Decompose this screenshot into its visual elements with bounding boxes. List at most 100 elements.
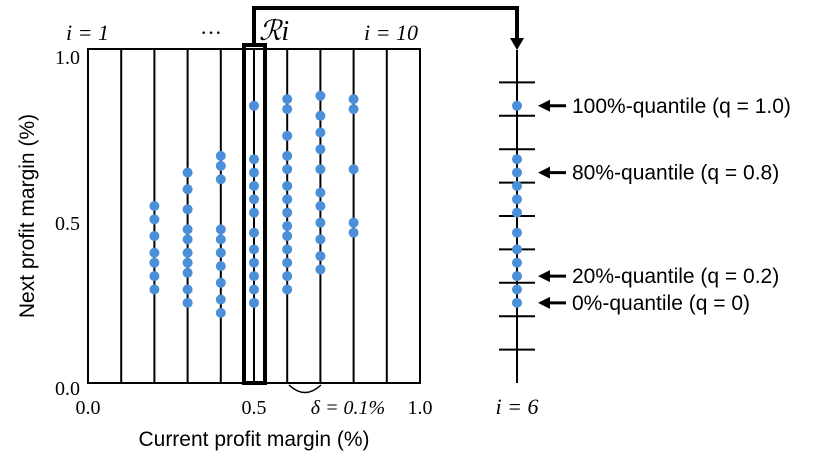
data-point	[348, 164, 359, 175]
data-point	[182, 247, 193, 258]
data-point	[282, 284, 293, 295]
data-point	[315, 217, 326, 228]
data-point	[249, 167, 259, 178]
data-point	[249, 271, 259, 282]
ellipsis-label: ···	[200, 20, 222, 45]
data-point	[348, 217, 359, 228]
x-tick-label: 0.5	[242, 397, 267, 419]
data-point	[215, 160, 226, 171]
data-points	[149, 90, 359, 318]
data-point	[215, 277, 226, 288]
panel-point	[512, 167, 522, 178]
data-point	[149, 271, 160, 282]
panel-point	[512, 207, 522, 218]
data-point	[282, 244, 293, 255]
data-point	[315, 264, 326, 275]
data-point	[215, 294, 226, 305]
bin-width-label: δ = 0.1%	[311, 397, 385, 419]
data-point	[215, 261, 226, 272]
data-point	[315, 187, 326, 198]
bin-width-brace	[288, 384, 322, 394]
data-point	[249, 154, 259, 165]
panel-bin-label: i = 6	[496, 394, 539, 419]
x-axis-title: Current profit margin (%)	[138, 428, 369, 451]
data-point	[315, 251, 326, 262]
data-point	[149, 200, 160, 211]
data-point	[282, 271, 293, 282]
panel-point	[512, 194, 522, 205]
data-point	[182, 234, 193, 245]
data-point	[315, 127, 326, 138]
y-axis-title: Next profit margin (%)	[16, 114, 39, 318]
x-tick-label: 0.0	[76, 397, 101, 419]
y-tick-label: 0.5	[55, 213, 80, 235]
quantile-arrow-head	[538, 99, 550, 112]
data-point	[282, 194, 293, 205]
panel-points	[512, 100, 522, 308]
x-tick-label: 1.0	[408, 397, 433, 419]
data-point	[249, 227, 259, 238]
data-point	[182, 184, 193, 195]
data-point	[282, 164, 293, 175]
data-point	[315, 164, 326, 175]
data-point	[249, 180, 259, 191]
data-point	[149, 231, 160, 242]
data-point	[282, 231, 293, 242]
bin-to-panel-arrow	[252, 6, 519, 45]
data-point	[149, 284, 160, 295]
data-point	[215, 224, 226, 235]
data-point	[215, 174, 226, 185]
data-point	[215, 150, 226, 161]
region-label: ℛi	[259, 16, 289, 47]
data-point	[249, 194, 259, 205]
data-point	[182, 267, 193, 278]
data-point	[215, 307, 226, 318]
quantile-annotations: 100%-quantile (q = 1.0) 80%-quantile (q =…	[538, 95, 791, 315]
data-point	[282, 180, 293, 191]
panel-point	[512, 297, 522, 308]
last-bin-label: i = 10	[364, 20, 418, 45]
data-point	[182, 167, 193, 178]
data-point	[282, 94, 293, 105]
data-point	[315, 110, 326, 121]
data-point	[215, 234, 226, 245]
data-point	[282, 104, 293, 115]
data-point	[249, 207, 259, 218]
data-point	[249, 257, 259, 268]
data-point	[215, 247, 226, 258]
quantile-arrow-head	[538, 270, 550, 283]
data-point	[249, 100, 259, 111]
y-tick-label: 0.0	[55, 378, 80, 400]
arrow-head	[510, 38, 524, 50]
data-point	[348, 94, 359, 105]
quantile-label: 100%-quantile (q = 1.0)	[572, 95, 791, 118]
data-point	[182, 204, 193, 215]
quantile-label: 80%-quantile (q = 0.8)	[572, 162, 779, 185]
panel-point	[512, 227, 522, 238]
panel-point	[512, 100, 522, 111]
panel-point	[512, 154, 522, 165]
data-point	[249, 297, 259, 308]
data-point	[182, 297, 193, 308]
data-point	[348, 104, 359, 115]
data-point	[149, 214, 160, 225]
quantile-arrow-head	[538, 296, 550, 309]
panel-point	[512, 271, 522, 282]
data-point	[315, 200, 326, 211]
data-point	[149, 247, 160, 258]
quantile-arrow-head	[538, 166, 550, 179]
panel-point	[512, 244, 522, 255]
data-point	[315, 144, 326, 155]
panel-point	[512, 180, 522, 191]
data-point	[282, 130, 293, 141]
data-point	[249, 244, 259, 255]
data-point	[282, 221, 293, 232]
data-point	[182, 257, 193, 268]
quantile-label: 0%-quantile (q = 0)	[572, 292, 750, 315]
data-point	[282, 150, 293, 161]
panel-point	[512, 257, 522, 268]
data-point	[315, 90, 326, 101]
data-point	[282, 207, 293, 218]
quantile-label: 20%-quantile (q = 0.2)	[572, 265, 779, 288]
data-point	[249, 284, 259, 295]
